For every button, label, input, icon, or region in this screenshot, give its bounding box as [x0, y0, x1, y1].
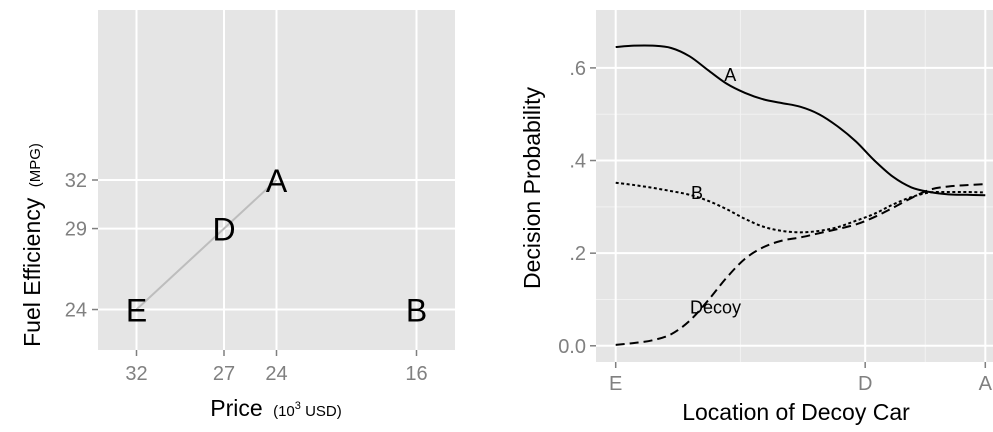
left-point-a: A — [266, 163, 288, 199]
left-x-axis-unit-exp: 3 — [295, 400, 301, 412]
right-plot-panel — [596, 10, 993, 362]
right-y-tick-label: .4 — [569, 151, 586, 173]
left-axes: 32 27 24 16 24 29 32 — [65, 170, 428, 385]
left-y-tick-label: 24 — [65, 300, 87, 322]
left-point-e: E — [126, 293, 147, 329]
left-x-axis-unit-rest: USD) — [301, 403, 342, 420]
left-point-b: B — [406, 293, 427, 329]
left-y-axis-unit: (MPG) — [27, 143, 44, 187]
right-x-tick-label: E — [609, 373, 622, 395]
left-y-tick-label: 29 — [65, 219, 87, 241]
right-y-axis-title: Decision Probability — [519, 87, 545, 289]
left-x-tick-label: 32 — [125, 363, 147, 385]
right-x-axis-title: Location of Decoy Car — [682, 399, 910, 425]
left-y-tick-label: 32 — [65, 170, 87, 192]
right-series-label-decoy: Decoy — [690, 297, 741, 317]
right-series-label-b: B — [691, 183, 703, 203]
right-series-decoy-line — [615, 183, 986, 346]
right-series-b-line — [615, 181, 986, 234]
left-point-d: D — [212, 212, 235, 248]
right-y-tick-label: .6 — [569, 58, 586, 80]
right-axes: E D A 0.0 .2 .4 .6 — [558, 58, 992, 395]
right-grid — [596, 10, 993, 362]
left-marks: AD E B — [126, 163, 427, 329]
left-connecting-line — [135, 179, 278, 311]
right-y-tick-label: .2 — [569, 243, 586, 265]
left-x-tick-label: 27 — [213, 363, 235, 385]
left-x-axis-title-main: Price — [210, 395, 262, 421]
right-y-tick-label: 0.0 — [558, 336, 586, 358]
right-x-tick-label: A — [979, 373, 993, 395]
left-x-tick-label: 24 — [265, 363, 287, 385]
left-y-axis-title-main: Fuel Efficiency — [19, 197, 45, 347]
right-marks: A B Decoy — [615, 44, 986, 346]
left-x-axis-title: Price (103 USD) — [210, 395, 342, 421]
right-x-tick-label: D — [858, 373, 872, 395]
left-x-axis-unit-base: (10 — [273, 403, 295, 420]
left-y-axis-title: Fuel Efficiency (MPG) — [19, 143, 45, 347]
right-series-label-a: A — [724, 65, 736, 85]
left-x-tick-label: 16 — [405, 363, 427, 385]
